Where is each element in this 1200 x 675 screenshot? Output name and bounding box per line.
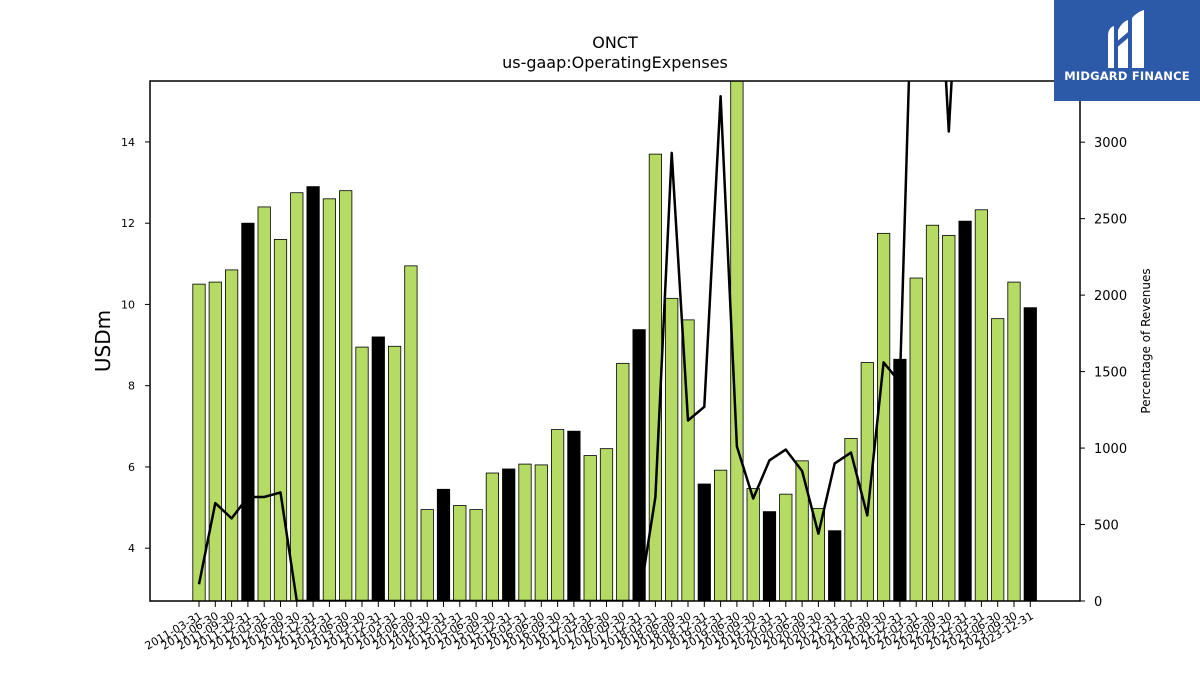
bar-2023-03-31 [974, 209, 989, 602]
bar-2023-12-31 [1023, 307, 1037, 602]
y2-tick-label: 2500 [1094, 213, 1127, 228]
bar-2020-09-30 [811, 507, 826, 602]
bar-2016-12-31 [567, 430, 581, 602]
line-group [197, 81, 953, 601]
y2-tick-label: 3000 [1094, 136, 1127, 151]
bar-2019-12-31 [762, 511, 777, 602]
y-tick-label: 14 [121, 136, 135, 149]
bar-2022-12-31 [958, 220, 972, 602]
bar-2018-12-31 [697, 483, 711, 602]
bar-2012-06-30 [273, 239, 288, 602]
bar-2014-09-30 [420, 509, 434, 602]
y-axis-left: 4 6 8 10 12 14 [121, 136, 150, 555]
bar-2012-12-31 [306, 186, 320, 602]
bars-group [192, 80, 1037, 602]
bar-2015-03-31 [453, 505, 467, 602]
y2-tick-label: 0 [1094, 595, 1102, 610]
bar-2020-06-30 [795, 460, 809, 602]
bar-2013-06-30 [339, 190, 353, 602]
y2-tick-label: 500 [1094, 519, 1119, 534]
bar-2019-03-31 [714, 469, 728, 602]
chart-subtitle: us-gaap:OperatingExpenses [502, 53, 728, 72]
bar-2011-03-31 [192, 283, 206, 602]
bar-2020-03-31 [779, 493, 793, 602]
y-axis-right: 0 500 1000 1500 2000 2500 3000 [1080, 136, 1127, 610]
bar-2015-06-30 [469, 509, 483, 602]
bar-2017-12-31 [632, 329, 646, 602]
bar-2016-09-30 [551, 429, 565, 602]
bar-2012-09-30 [290, 192, 304, 602]
logo: MIDGARD FINANCE [1054, 0, 1200, 101]
bar-2011-12-31 [241, 222, 255, 602]
bar-2018-03-31 [648, 153, 663, 602]
bar-2015-12-31 [502, 468, 516, 602]
y-tick-label: 6 [128, 461, 135, 474]
bar-2019-09-30 [746, 488, 760, 602]
bar-2014-12-31 [436, 488, 451, 602]
bar-2023-09-30 [1007, 281, 1021, 602]
bar-2021-03-31 [844, 438, 858, 602]
x-axis: 2011-03-312011-06-302011-09-302011-12-31… [143, 601, 1036, 653]
bar-2022-03-31 [909, 277, 923, 602]
bar-2017-09-30 [616, 362, 630, 602]
y-tick-label: 10 [121, 298, 135, 311]
y2-axis-label: Percentage of Revenues [1139, 268, 1153, 413]
bar-2017-06-30 [599, 448, 614, 602]
bar-2014-06-30 [404, 265, 418, 602]
bar-2023-06-30 [991, 318, 1005, 602]
bar-2018-06-30 [665, 297, 679, 602]
y-tick-label: 4 [128, 542, 135, 555]
chart-title: ONCT [592, 33, 638, 52]
y-tick-label: 12 [121, 217, 135, 230]
plot-frame [149, 80, 1081, 602]
bar-2013-03-31 [322, 198, 337, 602]
bar-2022-06-30 [925, 224, 940, 602]
bar-2014-03-31 [387, 345, 402, 602]
y-axis-label: USDm [91, 310, 115, 372]
bar-2013-12-31 [371, 336, 385, 602]
bar-2015-09-30 [485, 472, 500, 602]
y2-tick-label: 2000 [1094, 289, 1127, 304]
bar-2011-06-30 [208, 281, 222, 602]
logo-text: MIDGARD FINANCE [1064, 69, 1190, 83]
y2-tick-label: 1000 [1094, 442, 1127, 457]
bar-2020-12-31 [828, 530, 842, 602]
y-tick-label: 8 [128, 380, 135, 393]
bar-2021-09-30 [877, 232, 891, 602]
percentage-line [197, 81, 953, 601]
y2-tick-label: 1500 [1094, 366, 1127, 381]
bar-2017-03-31 [583, 455, 597, 602]
bar-2016-06-30 [534, 464, 548, 602]
bar-2022-09-30 [942, 234, 956, 602]
logo-mark-icon [1108, 10, 1144, 68]
bar-2012-03-31 [257, 206, 271, 602]
bar-2011-09-30 [224, 269, 239, 602]
bar-2021-12-31 [893, 358, 907, 602]
bar-2016-03-31 [518, 463, 532, 602]
bar-2013-09-30 [355, 346, 369, 602]
